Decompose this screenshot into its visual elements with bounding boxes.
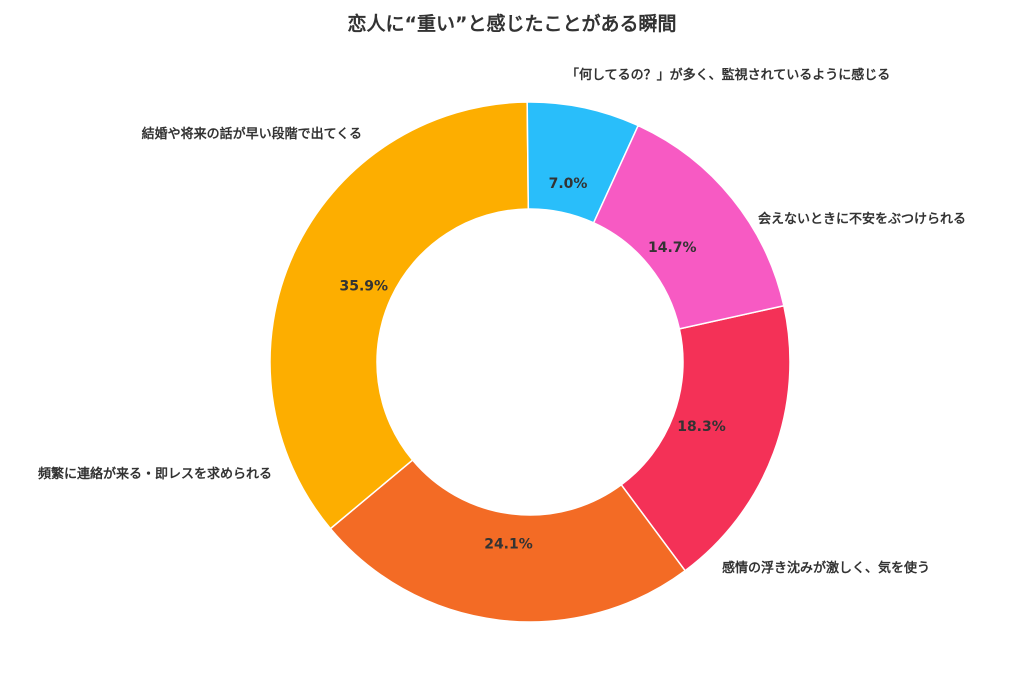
slice-category-label: 結婚や将来の話が早い段階で出てくる	[142, 126, 362, 142]
slice-5	[592, 124, 785, 330]
slice-value-label: 14.7%	[648, 240, 697, 256]
slice-1	[620, 304, 791, 572]
slices-layer	[269, 101, 791, 623]
labels-layer: 18.3% 会えないときに不安をぶつけられる 24.1% 感情の浮き沈みが激しく、気を…	[38, 67, 966, 576]
slice-2	[329, 459, 687, 623]
slice-value-label: 7.0%	[549, 176, 588, 192]
slice-category-label: 「何してるの？」が多く、監視されているように感じる	[566, 67, 890, 83]
slice-category-label: 頻繁に連絡が来る・即レスを求められる	[38, 466, 272, 482]
slice-3	[269, 101, 530, 530]
slice-value-label: 18.3%	[677, 419, 726, 435]
chart-title: 恋人に“重い”と感じたことがある瞬間	[348, 12, 677, 35]
slice-value-label: 24.1%	[484, 537, 533, 553]
slice-category-label: 会えないときに不安をぶつけられる	[758, 211, 966, 227]
slice-value-label: 35.9%	[340, 278, 389, 294]
slice-category-label: 感情の浮き沈みが激しく、気を使う	[722, 560, 930, 576]
